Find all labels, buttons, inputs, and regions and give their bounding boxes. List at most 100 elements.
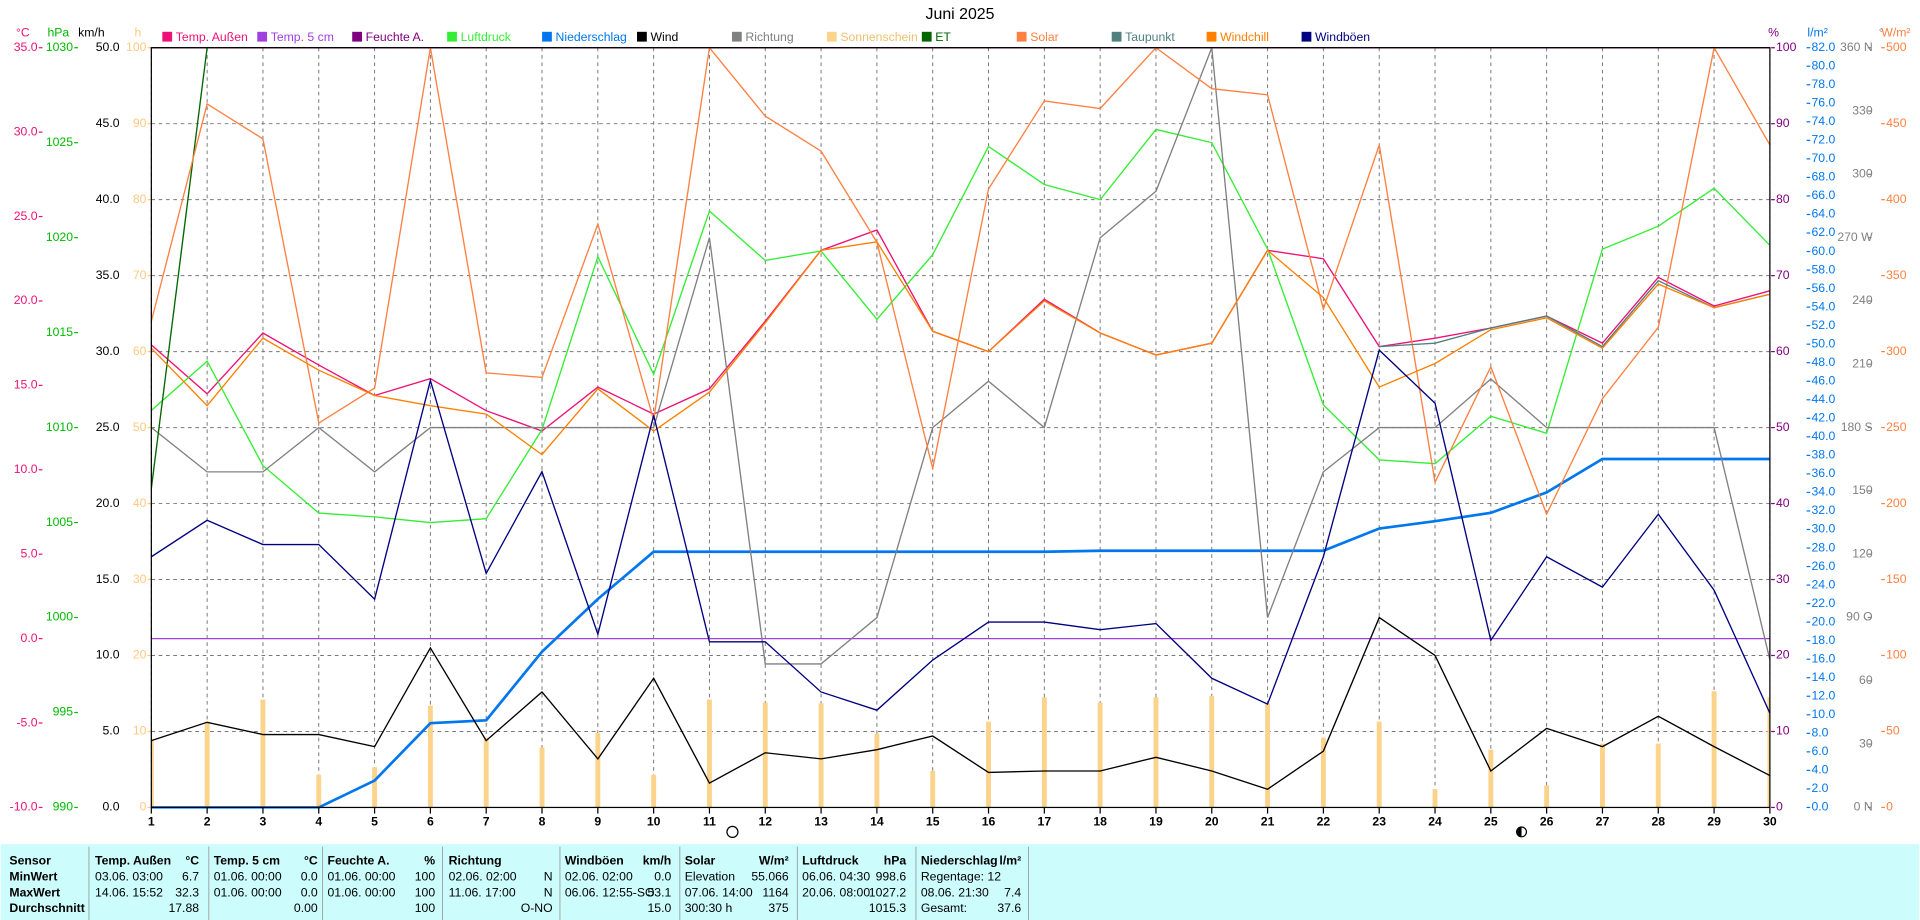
y-tick-label: 350: [1886, 268, 1907, 282]
y-tick-label: 1030: [46, 40, 73, 54]
table-cell: Elevation: [685, 869, 735, 883]
y-tick-label: 20.0: [14, 293, 38, 307]
sunshine-bar: [372, 767, 378, 808]
y-axis-unit: km/h: [78, 25, 104, 39]
y-tick-label: 30.0: [1811, 522, 1835, 536]
y-tick-label: 120: [1852, 546, 1873, 560]
table-header: Luftdruck: [802, 854, 859, 868]
sunshine-bar: [260, 699, 266, 808]
legend-swatch: [352, 31, 362, 42]
y-tick-label: -10.0: [10, 800, 38, 814]
y-tick-label: 240: [1852, 293, 1873, 307]
table-row-label: MinWert: [9, 869, 57, 883]
y-tick-label: 40.0: [96, 192, 120, 206]
table-cell: 100: [415, 901, 436, 915]
table-header-unit: °C: [304, 854, 318, 868]
legend-swatch: [1206, 31, 1217, 42]
table-cell: 01.06. 00:00: [214, 885, 282, 899]
y-tick-label: 6.0: [1811, 744, 1828, 758]
axes: 1 2 3 4 5 6 7 8 9 10 11 12 13 14 15 16 17 18 19 20 21 22 23 24 2…: [10, 25, 1911, 828]
table-row-label: MaxWert: [9, 885, 60, 899]
sunshine-bar: [1209, 695, 1215, 808]
y-tick-label: 0.0: [1811, 800, 1828, 814]
table-header-unit: °C: [185, 854, 199, 868]
y-tick-label: 90: [133, 116, 147, 130]
table-cell: Gesamt:: [921, 901, 967, 915]
x-tick-label: 22: [1317, 814, 1331, 828]
y-tick-label: 62.0: [1811, 225, 1835, 239]
y-tick-label: 90 O: [1846, 610, 1873, 624]
y-tick-label: 30: [1859, 736, 1873, 750]
y-tick-label: 150: [1886, 572, 1907, 586]
y-tick-label: 38.0: [1811, 448, 1835, 462]
legend-swatch: [257, 31, 268, 42]
y-tick-label: 32.0: [1811, 503, 1835, 517]
y-tick-label: 45.0: [96, 116, 120, 130]
table-cell: 300:30 h: [685, 901, 733, 915]
sunshine-bar: [818, 703, 824, 808]
y-tick-label: 10: [133, 724, 147, 738]
sunshine-bar: [874, 733, 880, 808]
y-axis-unit: h: [134, 25, 141, 39]
sunshine-bar: [1711, 691, 1717, 808]
y-tick-label: 1000: [46, 610, 73, 624]
sunshine-bar: [1488, 749, 1494, 808]
x-tick-label: 28: [1651, 814, 1665, 828]
y-tick-label: 210: [1852, 357, 1873, 371]
table-header: Temp. Außen: [95, 854, 171, 868]
x-tick-label: 18: [1093, 814, 1107, 828]
legend-label: Solar: [1030, 30, 1059, 44]
x-tick-label: 15: [926, 814, 940, 828]
table-cell: O-NO: [521, 901, 553, 915]
table-row-label: Durchschnitt: [9, 901, 84, 915]
sunshine-bar: [986, 721, 991, 808]
table-cell: 11.06. 17:00: [449, 885, 516, 899]
y-tick-label: 90: [1776, 116, 1790, 130]
table-header-unit: W/m²: [759, 854, 789, 868]
legend-swatch: [826, 31, 837, 42]
x-tick-label: 14: [870, 814, 884, 828]
y-tick-label: 24.0: [1811, 577, 1835, 591]
y-tick-label: 20.0: [96, 496, 120, 510]
y-tick-label: 60: [133, 344, 147, 358]
y-tick-label: 250: [1886, 420, 1907, 434]
y-tick-label: 8.0: [1811, 726, 1828, 740]
y-tick-label: 1005: [46, 515, 73, 529]
y-tick-label: 82.0: [1811, 40, 1835, 54]
legend-swatch: [1301, 31, 1312, 42]
table-header: Feuchte A.: [328, 854, 390, 868]
table-cell: 32.3: [175, 885, 199, 899]
x-tick-label: 4: [315, 814, 322, 828]
table-corner: Sensor: [9, 854, 51, 868]
x-tick-label: 17: [1038, 814, 1052, 828]
legend-label: ET: [935, 30, 951, 44]
y-tick-label: 64.0: [1811, 207, 1835, 221]
sunshine-bar: [707, 699, 712, 808]
legend-label: Taupunkt: [1125, 30, 1175, 44]
table-cell: 06.06. 04:30: [802, 869, 870, 883]
y-tick-label: 20.0: [1811, 614, 1835, 628]
sunshine-bar: [651, 774, 657, 808]
y-tick-label: 990: [53, 800, 74, 814]
y-tick-label: 56.0: [1811, 281, 1835, 295]
legend-swatch: [1111, 31, 1122, 42]
y-tick-label: 74.0: [1811, 114, 1835, 128]
table-cell: 0.0: [301, 869, 318, 883]
y-tick-label: 70: [133, 268, 147, 282]
y-tick-label: 50.0: [96, 40, 120, 54]
y-tick-label: 0: [1886, 800, 1893, 814]
series-line: [151, 457, 1770, 809]
series-line: [151, 47, 1770, 665]
chart-title: Juni 2025: [926, 6, 995, 23]
table-cell: Regentage: 12: [921, 869, 1001, 883]
y-tick-label: 25.0: [14, 209, 38, 223]
y-tick-label: 26.0: [1811, 559, 1835, 573]
x-tick-label: 1: [148, 814, 155, 828]
y-tick-label: 22.0: [1811, 596, 1835, 610]
x-tick-label: 11: [703, 814, 716, 828]
table-header-unit: l/m²: [999, 854, 1021, 868]
plot-frame: [150, 47, 1771, 809]
x-tick-label: 3: [260, 814, 267, 828]
sunshine-bar: [539, 747, 545, 808]
table-cell: N: [544, 885, 553, 899]
